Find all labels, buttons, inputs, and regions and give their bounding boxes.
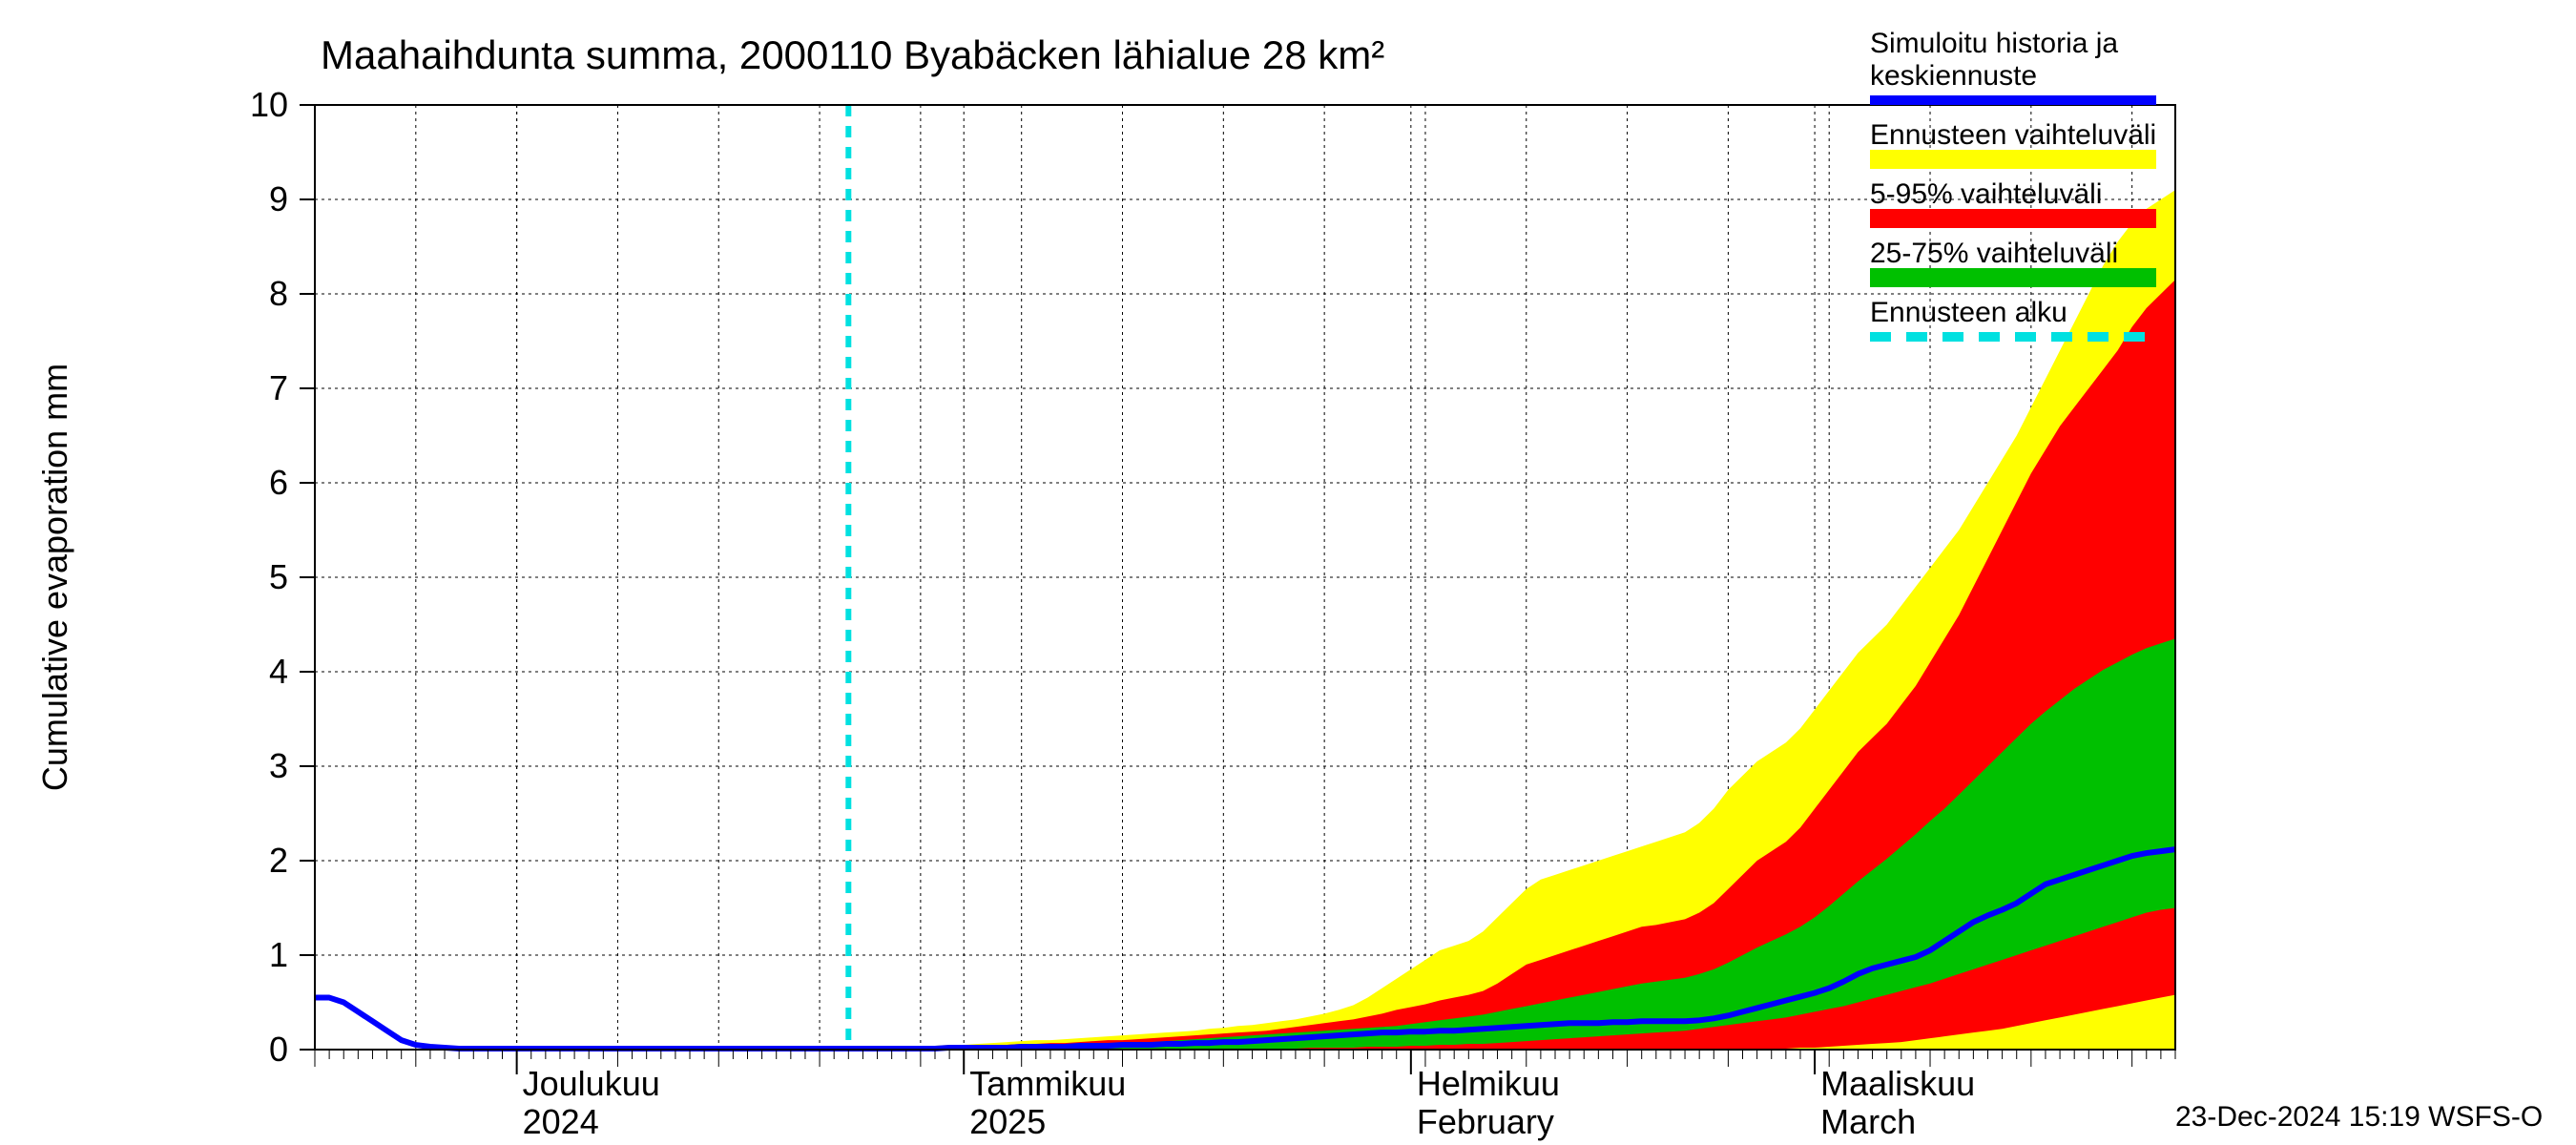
legend-label: Ennusteen alku: [1870, 297, 2067, 328]
ytick-label: 9: [269, 179, 288, 219]
xtick-label-bottom: 2025: [969, 1102, 1046, 1141]
legend-label: 5-95% vaihteluväli: [1870, 178, 2102, 210]
xtick-label-top: Helmikuu: [1417, 1064, 1560, 1103]
ytick-label: 4: [269, 652, 288, 691]
ytick-label: 10: [250, 85, 288, 124]
evaporation-chart: 0 1 2 3 4 5 6 7 8 9 10 Joulukuu2024 Tammikuu2025 Helm…: [0, 0, 2576, 1145]
legend-swatch: [1870, 209, 2156, 228]
ytick-label: 1: [269, 935, 288, 974]
xtick-label-bottom: March: [1820, 1102, 1916, 1141]
xtick-label-bottom: February: [1417, 1102, 1554, 1141]
ytick-label: 0: [269, 1030, 288, 1069]
chart-title: Maahaihdunta summa, 2000110 Byabäcken lä…: [321, 32, 1384, 77]
ytick-label: 7: [269, 368, 288, 407]
chart-container: 0 1 2 3 4 5 6 7 8 9 10 Joulukuu2024 Tammikuu2025 Helm…: [0, 0, 2576, 1145]
xtick-label-top: Tammikuu: [969, 1064, 1126, 1103]
y-axis-label: Cumulative evaporation mm: [35, 364, 74, 791]
xtick-label-bottom: 2024: [523, 1102, 599, 1141]
ytick-label: 6: [269, 463, 288, 502]
legend-label: Ennusteen vaihteluväli: [1870, 119, 2156, 151]
ytick-label: 2: [269, 841, 288, 880]
xtick-label-top: Joulukuu: [523, 1064, 660, 1103]
footer-timestamp: 23-Dec-2024 15:19 WSFS-O: [2175, 1101, 2543, 1133]
legend-label: keskiennuste: [1870, 60, 2037, 92]
legend-swatch: [1870, 268, 2156, 287]
ytick-label: 3: [269, 746, 288, 785]
xtick-label-top: Maaliskuu: [1820, 1064, 1975, 1103]
ytick-label: 5: [269, 557, 288, 596]
legend-swatch: [1870, 150, 2156, 169]
legend-label: 25-75% vaihteluväli: [1870, 238, 2118, 269]
legend-label: Simuloitu historia ja: [1870, 28, 2118, 59]
ytick-label: 8: [269, 274, 288, 313]
